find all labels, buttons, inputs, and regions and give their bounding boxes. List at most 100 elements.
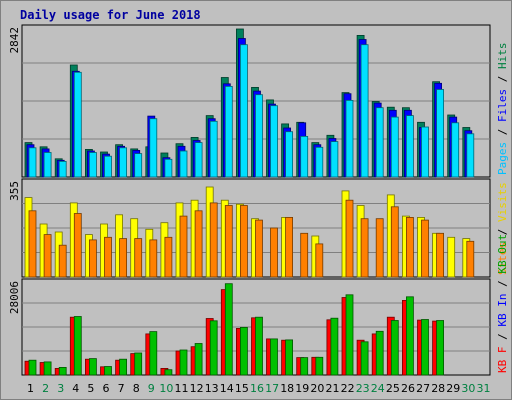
bar-mid-sites-day-2	[43, 234, 52, 278]
series-label-separator: /	[496, 274, 509, 294]
x-tick-day-8: 8	[133, 382, 140, 395]
bar-top-pages-day-24	[375, 107, 384, 178]
bar-top-pages-day-9	[149, 118, 158, 178]
x-tick-day-22: 22	[341, 382, 355, 395]
bar-bottom-kb-out-day-28	[436, 320, 445, 376]
bar-bottom-kb-out-day-23	[360, 341, 369, 376]
title-bar-bg	[1, 1, 511, 23]
x-tick-day-26: 26	[401, 382, 415, 395]
bar-mid-sites-day-3	[58, 244, 67, 278]
bar-bottom-kb-out-day-22	[345, 294, 354, 376]
bar-top-pages-day-4	[73, 71, 82, 178]
x-tick-day-18: 18	[280, 382, 294, 395]
bar-mid-sites-day-4	[73, 213, 82, 278]
bar-mid-sites-day-30	[466, 240, 475, 278]
bar-mid-sites-day-17	[270, 227, 278, 278]
bar-bottom-kb-out-day-5	[89, 358, 97, 376]
x-tick-day-20: 20	[310, 382, 324, 395]
bar-top-pages-day-20	[315, 146, 324, 178]
bar-top-pages-day-11	[179, 150, 188, 178]
bar-mid-sites-day-11	[179, 215, 188, 278]
bar-top-pages-day-10	[164, 158, 173, 178]
series-label-separator: /	[496, 69, 509, 89]
bar-bottom-kb-out-day-2	[43, 361, 52, 376]
x-tick-day-28: 28	[431, 382, 445, 395]
x-tick-day-10: 10	[159, 382, 173, 395]
x-tick-day-23: 23	[356, 382, 370, 395]
x-tick-day-25: 25	[386, 382, 400, 395]
bar-mid-sites-day-26	[405, 216, 414, 278]
bar-bottom-kb-out-day-17	[270, 338, 278, 376]
x-tick-day-14: 14	[220, 382, 234, 395]
bar-top-pages-day-22	[345, 100, 354, 178]
bar-top-pages-day-6	[104, 155, 112, 178]
bar-bottom-kb-out-day-25	[390, 320, 399, 376]
bar-mid-sites-day-5	[89, 239, 97, 278]
x-tick-day-16: 16	[250, 382, 264, 395]
x-tick-day-4: 4	[72, 382, 79, 395]
bar-bottom-kb-out-day-13	[209, 320, 218, 376]
bar-top-pages-day-5	[89, 152, 97, 178]
bar-mid-sites-day-8	[134, 238, 143, 278]
series-labels-mid: Sites / Visits	[496, 182, 509, 275]
x-tick-day-9: 9	[148, 382, 155, 395]
bar-top-pages-day-12	[194, 142, 203, 178]
x-tick-day-12: 12	[190, 382, 204, 395]
bar-bottom-kb-out-day-1	[28, 359, 37, 376]
bar-mid-sites-day-16	[255, 219, 263, 278]
x-tick-day-15: 15	[235, 382, 249, 395]
x-tick-day-21: 21	[326, 382, 340, 395]
bar-top-pages-day-13	[209, 120, 218, 178]
bar-bottom-kb-out-day-6	[104, 366, 112, 376]
bar-top-pages-day-28	[436, 89, 445, 178]
bar-mid-sites-day-22	[345, 199, 354, 278]
bar-bottom-kb-out-day-7	[119, 358, 127, 376]
ymax-label-bottom: 28006	[8, 281, 21, 314]
bar-top-pages-day-16	[255, 94, 263, 178]
x-tick-day-11: 11	[175, 382, 189, 395]
bar-mid-sites-day-24	[375, 218, 384, 278]
x-tick-day-24: 24	[371, 382, 385, 395]
x-tick-day-5: 5	[87, 382, 94, 395]
bar-top-pages-day-30	[466, 133, 475, 178]
bar-top-pages-day-8	[134, 153, 143, 178]
bar-mid-sites-day-7	[119, 238, 127, 278]
x-tick-day-31: 31	[477, 382, 491, 395]
x-tick-day-1: 1	[27, 382, 34, 395]
x-tick-day-27: 27	[416, 382, 430, 395]
x-tick-day-2: 2	[42, 382, 49, 395]
bar-bottom-kb-out-day-16	[255, 316, 263, 376]
bar-bottom-kb-out-day-26	[405, 296, 414, 376]
series-labels-top: Pages / Files / Hits	[496, 43, 509, 176]
bar-top-pages-day-2	[43, 152, 52, 178]
bar-mid-sites-day-18	[285, 216, 294, 278]
bar-mid-sites-day-23	[360, 218, 369, 278]
series-label-hits: Hits	[496, 43, 509, 70]
bar-bottom-kb-out-day-3	[58, 366, 67, 376]
bar-bottom-kb-out-day-21	[330, 317, 339, 376]
bar-bottom-kb-out-day-4	[73, 316, 82, 376]
x-tick-day-13: 13	[205, 382, 219, 395]
series-label-visits: Visits	[496, 182, 509, 222]
bar-mid-sites-day-12	[194, 210, 203, 278]
bar-top-pages-day-26	[405, 115, 414, 178]
bar-bottom-kb-out-day-27	[421, 319, 429, 376]
bar-mid-sites-day-6	[104, 236, 112, 278]
bar-top-pages-day-19	[300, 135, 309, 178]
bar-top-pages-day-17	[270, 105, 278, 178]
ymax-label-mid: 355	[8, 181, 21, 201]
x-tick-day-6: 6	[103, 382, 110, 395]
bar-top-pages-day-18	[285, 131, 294, 178]
bar-top-pages-day-14	[224, 86, 233, 178]
bar-mid-visits-day-29	[447, 236, 456, 278]
x-tick-day-30: 30	[461, 382, 475, 395]
bar-top-pages-day-3	[58, 160, 67, 178]
bar-bottom-kb-out-day-8	[134, 352, 143, 376]
bar-top-pages-day-1	[28, 147, 37, 178]
series-label-separator: /	[496, 222, 509, 242]
chart-title: Daily usage for June 2018	[20, 8, 201, 22]
x-tick-day-17: 17	[265, 382, 279, 395]
bar-mid-sites-day-15	[239, 205, 248, 278]
series-label-sites: Sites	[496, 242, 509, 275]
